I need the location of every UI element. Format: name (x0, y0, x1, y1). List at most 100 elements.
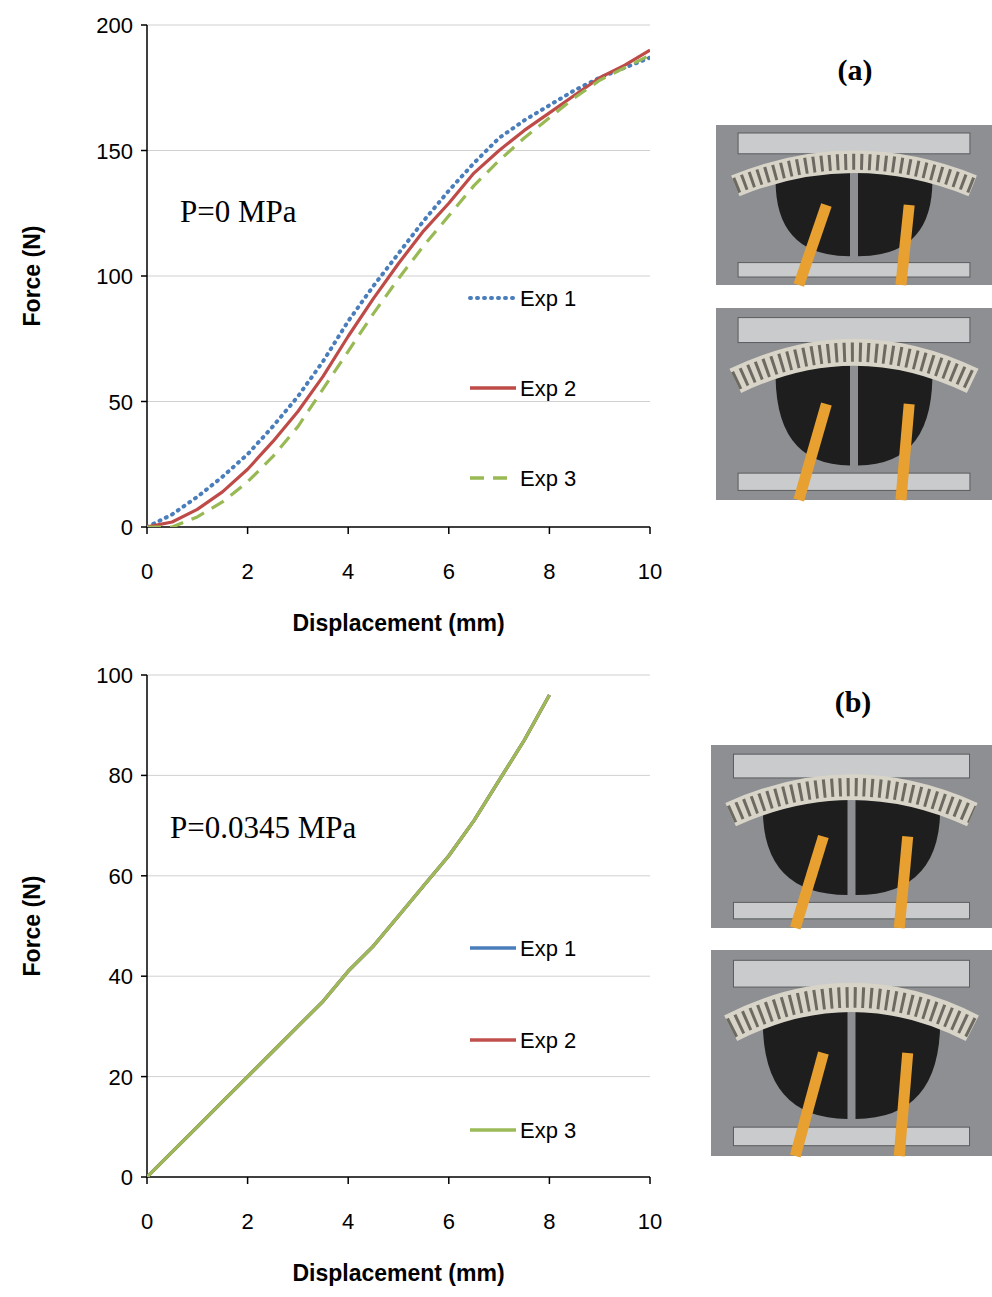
x-tick-label: 6 (443, 1209, 455, 1234)
annotation: P=0.0345 MPa (170, 810, 357, 845)
grid-line (147, 401, 650, 402)
x-tick-label: 10 (638, 559, 662, 584)
photo-tube (795, 837, 823, 929)
y-tick (141, 526, 147, 528)
x-tick-label: 8 (543, 559, 555, 584)
photo-plate (738, 473, 970, 490)
y-tick-label: 20 (109, 1065, 133, 1090)
x-tick-label: 0 (141, 1209, 153, 1234)
x-axis (147, 1176, 650, 1178)
grid-line (147, 775, 650, 776)
y-axis (146, 25, 148, 527)
x-tick (649, 527, 651, 534)
figure: 0501001502000246810Displacement (mm)Forc… (0, 0, 992, 1297)
y-tick-label: 200 (96, 13, 133, 38)
legend-swatch (470, 476, 516, 480)
photo-tube (899, 837, 907, 929)
photo-background (711, 950, 992, 1156)
grid-line (147, 25, 650, 26)
x-tick-label: 0 (141, 559, 153, 584)
grid-line (147, 976, 650, 977)
x-tick-label: 4 (342, 559, 354, 584)
legend-swatch (470, 1128, 516, 1132)
photo-actuator (856, 800, 941, 895)
photo-plate (733, 1127, 969, 1146)
legend-label: Exp 2 (520, 376, 576, 401)
y-tick-label: 60 (109, 864, 133, 889)
x-tick (247, 1177, 249, 1184)
photo-honeycomb-cells (735, 352, 972, 381)
y-tick-label: 100 (96, 663, 133, 688)
grid-line (147, 875, 650, 876)
legend-label: Exp 2 (520, 1028, 576, 1053)
photo-tube (899, 1053, 907, 1156)
photo-tube (799, 205, 827, 285)
panel-label: (b) (835, 685, 872, 719)
legend-label: Exp 3 (520, 1118, 576, 1143)
y-tick (141, 775, 147, 777)
y-tick-label: 150 (96, 139, 133, 164)
plot-area (147, 50, 650, 527)
photo-honeycomb-cells (731, 997, 973, 1028)
series-line (147, 695, 549, 1177)
y-tick-label: 50 (109, 390, 133, 415)
photo (711, 745, 992, 928)
series-line (147, 58, 650, 527)
y-tick (141, 401, 147, 403)
plot-area (147, 695, 549, 1177)
y-tick (141, 275, 147, 277)
legend-swatch (470, 386, 516, 390)
x-tick (247, 527, 249, 534)
y-tick (141, 875, 147, 877)
photo-tube (795, 1053, 823, 1156)
photo-tube (901, 404, 909, 500)
photo-plate (733, 902, 969, 918)
series-line (147, 50, 650, 527)
y-tick (141, 975, 147, 977)
photo-tube (901, 205, 909, 285)
photo-honeycomb-cells (731, 787, 973, 814)
x-axis (147, 526, 650, 528)
legend-swatch (470, 296, 516, 300)
y-tick-label: 40 (109, 964, 133, 989)
grid-line (147, 1076, 650, 1077)
photo-honeycomb (735, 162, 972, 186)
y-tick-label: 100 (96, 264, 133, 289)
x-tick (448, 1177, 450, 1184)
x-tick-label: 2 (241, 1209, 253, 1234)
series-line (147, 695, 549, 1177)
legend-label: Exp 1 (520, 936, 576, 961)
photo-honeycomb-cells (735, 162, 972, 186)
x-tick (347, 1177, 349, 1184)
panel-label: (a) (838, 53, 873, 87)
x-tick-label: 4 (342, 1209, 354, 1234)
photo-tube (799, 404, 827, 500)
legend-swatch (470, 1038, 516, 1042)
x-axis-title: Displacement (mm) (292, 1260, 504, 1286)
x-tick-label: 8 (543, 1209, 555, 1234)
photo-actuator (856, 1012, 941, 1119)
x-tick (146, 527, 148, 534)
photo (716, 308, 992, 500)
y-tick (141, 1176, 147, 1178)
x-tick (549, 1177, 551, 1184)
panel: 0501001502000246810Displacement (mm)Forc… (19, 13, 992, 636)
legend-swatch (470, 946, 516, 950)
photo-honeycomb (731, 787, 973, 814)
x-tick (549, 527, 551, 534)
y-tick (141, 150, 147, 152)
photo-honeycomb (735, 352, 972, 381)
y-tick (141, 674, 147, 676)
y-tick-label: 0 (121, 515, 133, 540)
photo-background (711, 745, 992, 928)
grid-line (147, 675, 650, 676)
x-axis-title: Displacement (mm) (292, 610, 504, 636)
x-tick-label: 6 (443, 559, 455, 584)
y-tick-label: 0 (121, 1165, 133, 1190)
series-line (147, 55, 650, 527)
y-tick (141, 1076, 147, 1078)
annotation: P=0 MPa (180, 194, 297, 229)
legend-label: Exp 3 (520, 466, 576, 491)
photo-plate (738, 263, 970, 277)
photo (716, 125, 992, 285)
